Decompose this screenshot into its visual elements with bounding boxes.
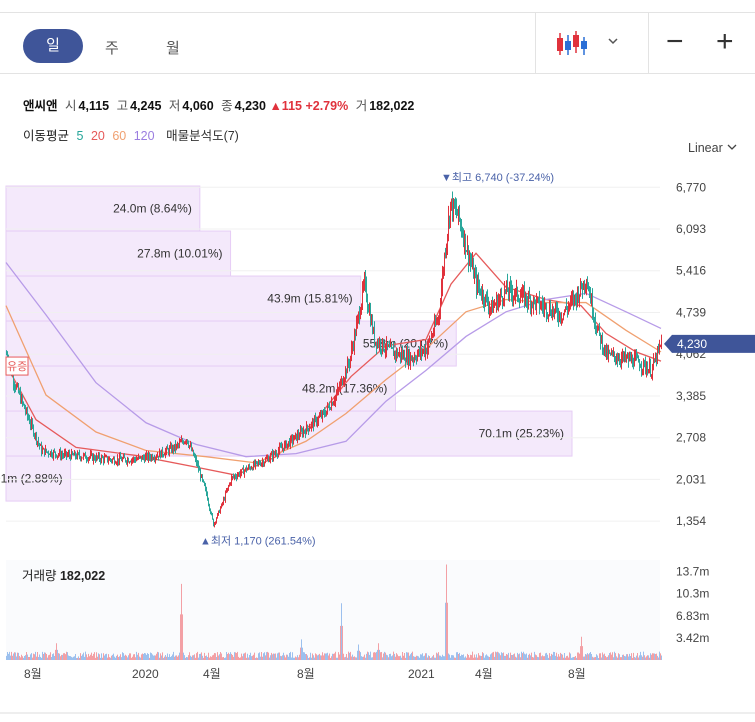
volume-profile-bar [5,365,396,412]
quote-summary: 앤씨앤 시 4,115 고 4,245 저 4,060 종 4,230 ▲115 +2.… [23,99,415,113]
y-tick-label: 4,739 [676,305,706,319]
stock-name: 앤씨앤 [23,99,58,113]
low-price: 4,060 [182,99,214,113]
scale-mode-select[interactable]: Linear [688,141,738,155]
volume: 182,022 [369,99,415,113]
close-price: 4,230 [234,99,266,113]
volume-title: 거래량 182,022 [22,569,105,583]
x-tick-label: 4월 [475,667,493,681]
toolbar: 일 주 월 − + [0,12,755,74]
low-marker: ▲최저 1,170 (261.54%) [200,535,316,548]
volume-tick-label: 10.3m [676,587,709,601]
price-change: ▲115 +2.79% [269,99,349,113]
zoom-out-button[interactable]: − [666,25,684,58]
event-tag-box [5,356,29,376]
volume-tick-label: 3.42m [676,631,709,645]
ma120-label: 120 [133,129,155,143]
open-price: 4,115 [78,99,110,113]
high-price: 4,245 [130,99,162,113]
y-tick-label: 3,385 [676,389,706,403]
volume-tick-label: 13.7m [676,565,709,579]
tab-day[interactable]: 일 [23,29,83,63]
volume-profile-label: 70.1m (25.23%) [479,427,564,441]
candlestick-icon [557,31,618,55]
moving-average-label: 이동평균 [23,129,70,143]
ma5-label: 5 [76,129,84,143]
x-tick-label: 8월 [297,667,315,681]
high-marker: ▼최고 6,740 (-37.24%) [441,171,554,184]
y-tick-label: 1,354 [676,514,706,528]
y-tick-label: 5,416 [676,264,706,278]
volume-profile-label: 27.8m (10.01%) [137,247,222,261]
divider [648,13,649,73]
volume-tick-label: 6.83m [676,609,709,623]
volume-profile-label: 매물분석도(7) [166,129,239,143]
event-tag: 유증 [7,360,27,373]
ma120-line [5,262,662,458]
current-price-tag [664,334,755,353]
volume-profile-bar [5,320,457,367]
volume-profile-label: 43.9m (15.81%) [267,292,352,306]
indicator-legend[interactable]: 이동평균 5 20 60 120 매물분석도(7) [23,125,239,144]
y-tick-label: 6,770 [676,180,706,194]
x-tick-label: 2020 [132,667,159,681]
x-tick-label: 8월 [24,667,42,681]
x-tick-label: 8월 [568,667,586,681]
zoom-in-button[interactable]: + [716,25,734,58]
chevron-down-icon [608,38,618,45]
tab-month[interactable]: 월 [166,40,180,57]
y-tick-label: 2,708 [676,431,706,445]
x-tick-label: 2021 [408,667,435,681]
tab-week[interactable]: 주 [105,40,119,57]
chevron-down-icon [727,144,737,150]
x-tick-label: 4월 [203,667,221,681]
y-tick-label: 2,031 [676,472,706,486]
volume-profile-label: 48.2m (17.36%) [302,382,387,396]
volume-profile-bar [5,185,201,232]
price-chart[interactable]: 24.0m (8.64%) 27.8m (10.01%) 43.9m (15.81%… [0,158,755,718]
divider [535,13,536,73]
ma60-label: 60 [112,129,127,143]
y-tick-label: 6,093 [676,222,706,236]
chart-type-button[interactable] [552,29,632,59]
volume-profile-bar [5,275,362,322]
current-price-label: 4,230 [677,337,707,351]
ma20-label: 20 [90,129,105,143]
volume-profile-bar [5,455,72,502]
volume-profile-label: 24.0m (8.64%) [113,202,192,216]
volume-profile-label: 8.01m (2.88%) [0,472,63,486]
volume-panel [6,560,660,660]
